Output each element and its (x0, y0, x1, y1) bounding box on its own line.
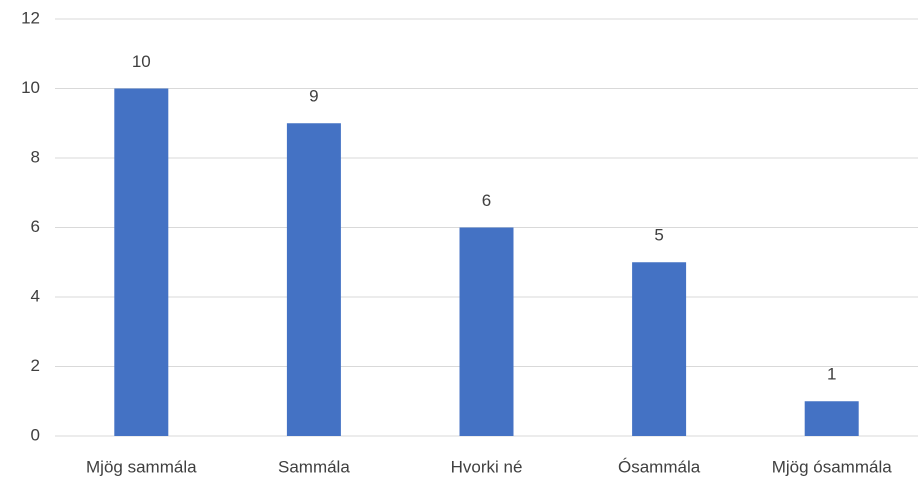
data-label: 6 (482, 191, 491, 210)
y-tick-label: 2 (31, 356, 40, 375)
x-tick-label: Hvorki né (451, 457, 523, 476)
bar (632, 262, 687, 436)
x-tick-label: Ósammála (618, 457, 701, 476)
y-tick-label: 6 (31, 217, 40, 236)
bar (286, 123, 341, 436)
y-tick-label: 4 (31, 286, 40, 305)
data-label: 1 (827, 365, 836, 384)
x-tick-label: Mjög sammála (86, 457, 197, 476)
data-label: 10 (132, 52, 151, 71)
data-label: 5 (654, 226, 663, 245)
y-tick-label: 0 (31, 425, 40, 444)
y-tick-label: 8 (31, 147, 40, 166)
bar (114, 88, 169, 436)
x-tick-label: Mjög ósammála (772, 457, 893, 476)
bar (804, 401, 859, 436)
y-tick-label: 10 (21, 78, 40, 97)
data-label: 9 (309, 87, 318, 106)
bar (459, 227, 514, 436)
x-tick-label: Sammála (278, 457, 350, 476)
y-tick-label: 12 (21, 8, 40, 27)
